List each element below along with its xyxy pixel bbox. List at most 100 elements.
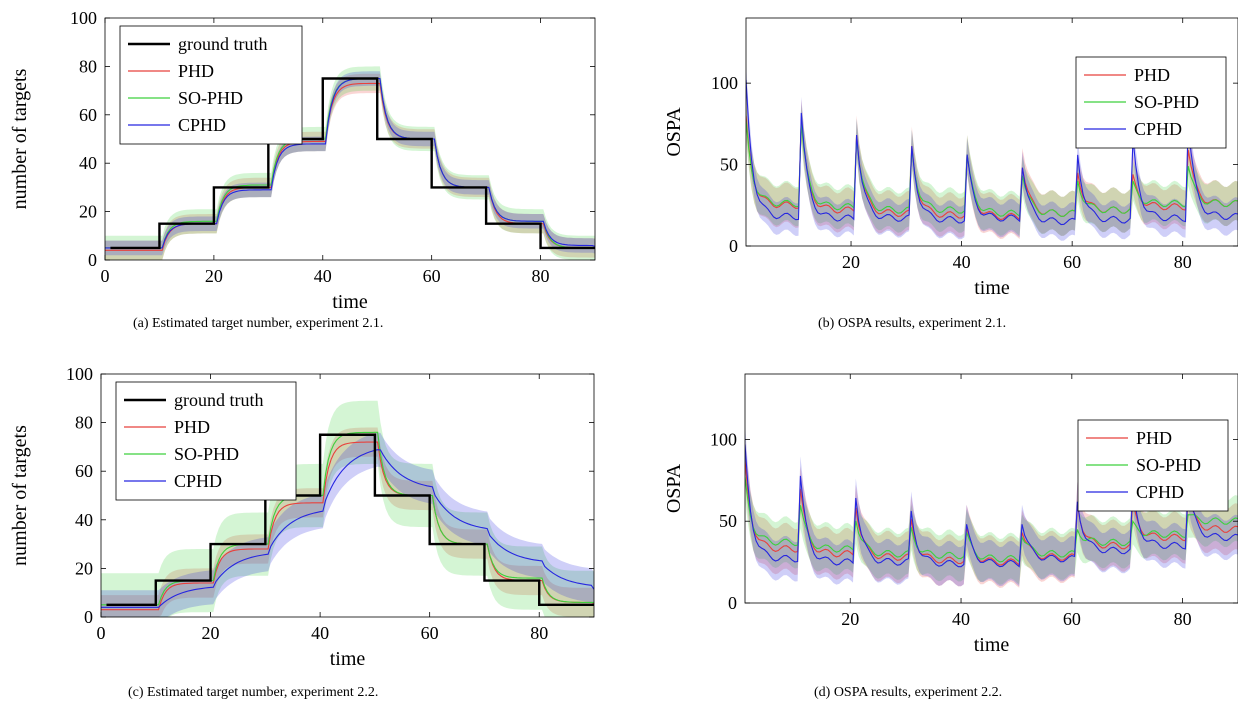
y-tick-label: 100 xyxy=(70,8,97,28)
chart-panel-b: 20 40 60 80 0 50 100 time OSPA PHD SO-PHD CPHD (b) … xyxy=(628,0,1238,355)
chart-b: 20 40 60 80 0 50 100 time OSPA PHD SO-PHD CPHD xyxy=(663,17,1238,299)
x-tick-label: 20 xyxy=(202,623,220,643)
y-tick-label: 40 xyxy=(75,510,93,530)
legend-entry-label: SO-PHD xyxy=(1136,455,1201,475)
y-tick-label: 40 xyxy=(79,153,97,173)
y-tick-label: 100 xyxy=(66,364,93,384)
axes-frame xyxy=(745,17,1238,247)
x-tick-label: 20 xyxy=(841,609,859,629)
chart-panel-a: 0 20 40 60 80 0 20 40 60 80 100 time number of targe… xyxy=(0,0,610,355)
legend-entry-label: CPHD xyxy=(174,471,222,491)
x-tick-label: 20 xyxy=(842,252,860,272)
y-axis-label: number of targets xyxy=(9,425,31,566)
y-tick-label: 0 xyxy=(729,236,738,256)
x-tick-label: 60 xyxy=(421,623,439,643)
series-line-cphd xyxy=(101,449,594,608)
y-tick-label: 50 xyxy=(720,155,738,175)
y-tick-label: 0 xyxy=(728,593,737,613)
y-tick-label: 100 xyxy=(710,429,737,449)
band-sophd xyxy=(745,454,1238,585)
caption-a: (a) Estimated target number, experiment … xyxy=(133,316,384,331)
x-tick-label: 80 xyxy=(530,623,548,643)
y-tick-label: 20 xyxy=(75,558,93,578)
legend: PHD SO-PHD CPHD xyxy=(1075,56,1227,149)
caption-c: (c) Estimated target number, experiment … xyxy=(128,685,379,700)
caption-d: (d) OSPA results, experiment 2.2. xyxy=(814,685,1003,700)
band-phd xyxy=(746,96,1238,239)
legend-entry-label: PHD xyxy=(174,417,210,437)
x-axis-label: time xyxy=(974,634,1010,656)
chart-panel-c: 0 20 40 60 80 0 20 40 60 80 100 time number of targe… xyxy=(0,357,610,711)
band-cphd xyxy=(101,432,594,617)
x-axis-label: time xyxy=(330,648,366,670)
legend-entry-label: CPHD xyxy=(1134,119,1182,139)
series-line-sophd xyxy=(746,120,1238,218)
x-tick-label: 60 xyxy=(423,266,441,286)
y-axis-label: OSPA xyxy=(663,107,685,157)
x-tick-label: 20 xyxy=(205,266,223,286)
band-phd xyxy=(745,437,1238,588)
band-sophd xyxy=(105,66,595,260)
y-tick-label: 0 xyxy=(88,250,97,270)
series-line-sophd xyxy=(745,477,1238,563)
x-tick-label: 80 xyxy=(1174,252,1192,272)
series-line-cphd xyxy=(746,79,1238,226)
legend-entry-label: CPHD xyxy=(178,115,226,135)
x-tick-label: 80 xyxy=(532,266,550,286)
plot-area xyxy=(105,66,595,260)
x-axis-label: time xyxy=(332,291,368,313)
y-tick-label: 60 xyxy=(75,461,93,481)
y-tick-label: 80 xyxy=(79,56,97,76)
series-line-ground-truth xyxy=(110,77,595,250)
legend-entry-label: SO-PHD xyxy=(1134,92,1199,112)
caption-b: (b) OSPA results, experiment 2.1. xyxy=(818,316,1007,331)
legend-entry-label: SO-PHD xyxy=(178,88,243,108)
y-tick-label: 50 xyxy=(719,511,737,531)
series-line-phd xyxy=(745,460,1238,566)
x-tick-label: 40 xyxy=(952,609,970,629)
y-tick-label: 100 xyxy=(711,73,738,93)
legend-box xyxy=(119,25,303,145)
x-tick-label: 60 xyxy=(1063,609,1081,629)
legend: PHD SO-PHD CPHD xyxy=(1077,419,1229,512)
x-tick-label: 0 xyxy=(101,266,110,286)
plot-area xyxy=(746,63,1238,241)
x-tick-label: 40 xyxy=(314,266,332,286)
legend-box xyxy=(115,381,297,501)
y-tick-label: 60 xyxy=(79,105,97,125)
chart-a: 0 20 40 60 80 0 20 40 60 80 100 time number of targe… xyxy=(9,8,596,313)
series-line-cphd xyxy=(745,444,1238,568)
y-axis-label: number of targets xyxy=(9,68,31,209)
legend-entry-label: SO-PHD xyxy=(174,444,239,464)
band-phd xyxy=(101,427,594,617)
legend-entry-label: CPHD xyxy=(1136,482,1184,502)
x-axis-label: time xyxy=(974,277,1010,299)
legend-entry-label: PHD xyxy=(1134,65,1170,85)
x-tick-label: 40 xyxy=(311,623,329,643)
legend-entry-label: PHD xyxy=(1136,428,1172,448)
x-tick-label: 0 xyxy=(97,623,106,643)
series-line-ground-truth xyxy=(106,433,594,607)
plot-area xyxy=(745,424,1238,588)
x-tick-label: 60 xyxy=(1063,252,1081,272)
chart-panel-d: 20 40 60 80 0 50 100 time OSPA PHD SO-PHD CPHD (d) … xyxy=(628,357,1238,711)
legend-entry-label: ground truth xyxy=(174,390,264,410)
legend: ground truth PHD SO-PHD CPHD xyxy=(119,25,303,145)
band-sophd xyxy=(101,400,594,617)
y-tick-label: 0 xyxy=(84,607,93,627)
series-line-phd xyxy=(746,115,1238,221)
legend: ground truth PHD SO-PHD CPHD xyxy=(115,381,297,501)
chart-d: 20 40 60 80 0 50 100 time OSPA PHD SO-PHD CPHD xyxy=(663,373,1238,656)
band-phd xyxy=(105,73,595,260)
x-tick-label: 40 xyxy=(953,252,971,272)
legend-entry-label: ground truth xyxy=(178,34,268,54)
legend-entry-label: PHD xyxy=(178,61,214,81)
chart-c: 0 20 40 60 80 0 20 40 60 80 100 time number of targe… xyxy=(9,364,595,670)
y-tick-label: 20 xyxy=(79,202,97,222)
axes-frame xyxy=(104,17,596,261)
x-tick-label: 80 xyxy=(1174,609,1192,629)
axes-frame xyxy=(100,373,595,618)
plot-area xyxy=(101,400,594,617)
y-tick-label: 80 xyxy=(75,413,93,433)
axes-frame xyxy=(744,373,1238,604)
